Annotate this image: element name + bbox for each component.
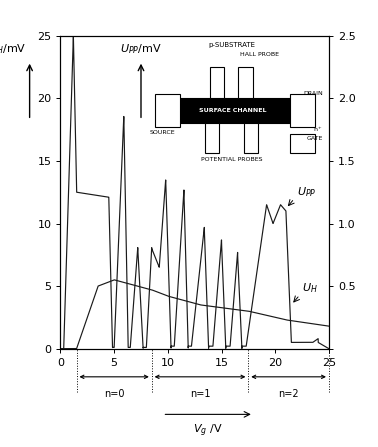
Text: $U_{PP}$: $U_{PP}$ [297, 186, 316, 199]
Text: $U_H$/mV: $U_H$/mV [0, 42, 26, 56]
Text: n=2: n=2 [278, 389, 299, 399]
Text: n=0: n=0 [104, 389, 124, 399]
Text: $V_g$ /V: $V_g$ /V [193, 422, 223, 439]
Text: $U_H$: $U_H$ [302, 282, 318, 295]
Text: n=1: n=1 [190, 389, 210, 399]
Text: $U_{PP}$/mV: $U_{PP}$/mV [120, 42, 162, 56]
